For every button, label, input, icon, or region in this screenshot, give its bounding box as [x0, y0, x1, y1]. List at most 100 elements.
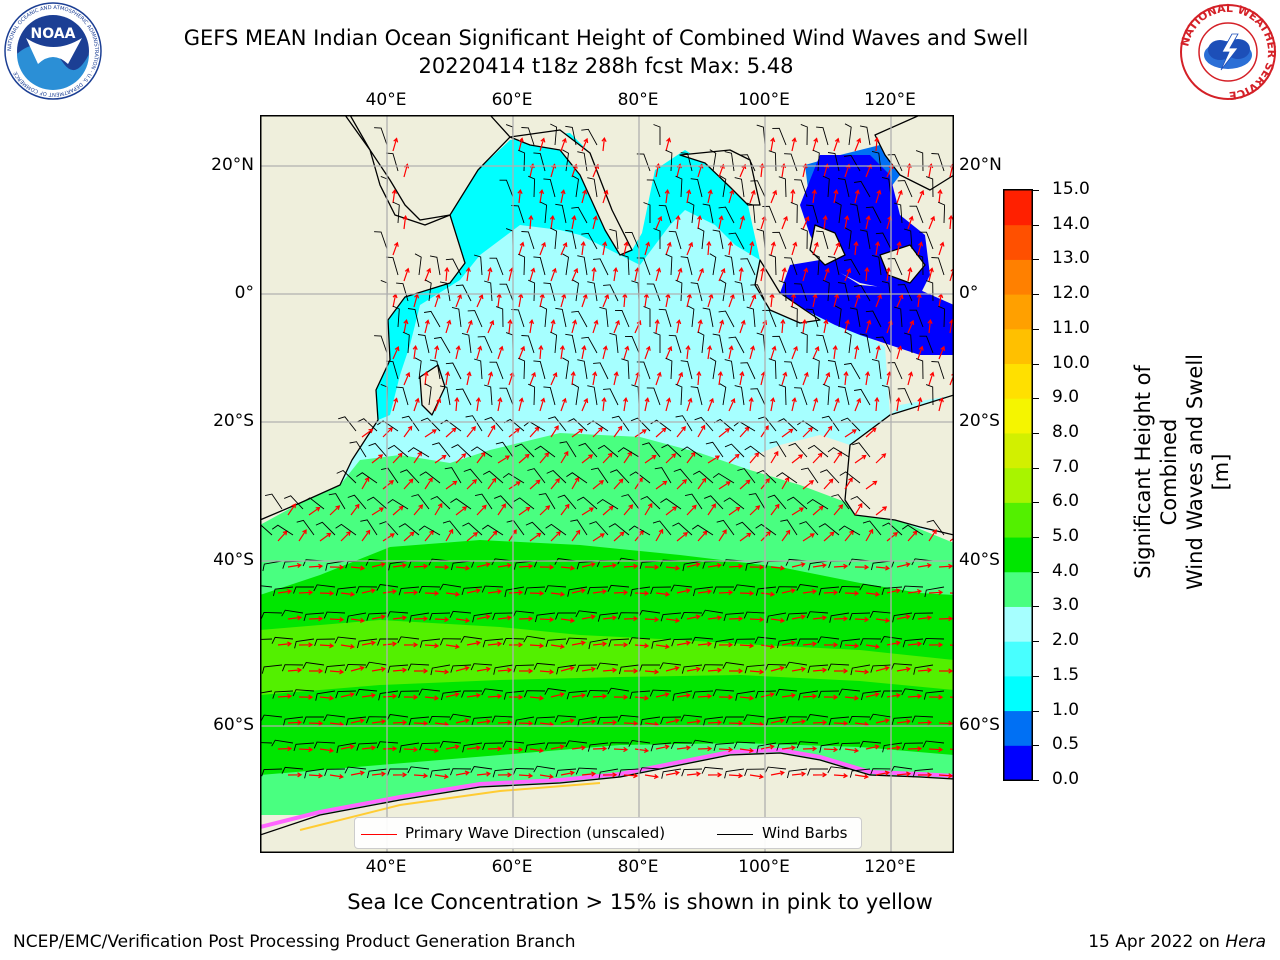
wind-barb: [859, 333, 871, 354]
wave-direction-arrow: [844, 590, 860, 596]
wave-direction-arrow: [665, 770, 680, 776]
wind-barb: [587, 281, 598, 302]
wind-barb: [740, 362, 756, 380]
wave-direction-arrow: [466, 532, 479, 542]
wind-barb: [786, 496, 808, 510]
wave-direction-arrow: [781, 640, 796, 646]
wind-barb: [675, 279, 683, 302]
wave-direction-arrow: [738, 266, 744, 282]
wave-direction-arrow: [571, 529, 581, 542]
wave-direction-arrow: [592, 693, 608, 699]
wind-barb: [533, 662, 556, 670]
wave-direction-arrow: [696, 370, 702, 386]
wind-barb: [816, 334, 829, 354]
wind-barb: [806, 611, 829, 619]
wind-barb: [315, 521, 336, 536]
wave-height-map: [260, 115, 954, 853]
wave-direction-arrow: [403, 319, 409, 334]
colorbar-tick-mark: [1033, 398, 1039, 400]
wave-direction-arrow: [917, 397, 923, 412]
wave-direction-arrow: [781, 529, 791, 542]
wind-barb: [521, 127, 535, 146]
wave-direction-arrow: [298, 529, 307, 542]
wave-direction-arrow: [571, 745, 587, 751]
wind-barb: [419, 471, 441, 484]
wind-barb: [735, 690, 756, 701]
wind-barb: [860, 690, 882, 701]
wind-barb: [281, 766, 304, 774]
wind-barb: [849, 203, 861, 224]
wave-direction-arrow: [392, 241, 399, 256]
wind-barb: [272, 690, 294, 699]
wave-direction-arrow: [371, 614, 386, 620]
x-tick-top: 60°E: [491, 90, 533, 110]
wave-direction-arrow: [676, 371, 684, 386]
graticule: [260, 115, 954, 853]
wind-barb: [589, 521, 609, 536]
wave-direction-arrow: [455, 718, 470, 724]
wave-direction-arrow: [592, 589, 608, 595]
wave-direction-arrow: [391, 188, 397, 204]
wave-direction-arrow: [423, 370, 429, 386]
wave-direction-arrow: [718, 215, 724, 230]
wind-barb: [827, 766, 850, 774]
wave-direction-arrow: [760, 267, 766, 282]
wave-direction-arrow: [592, 480, 605, 490]
wind-barb: [764, 663, 787, 671]
wave-direction-arrow: [749, 774, 764, 780]
wave-direction-arrow: [791, 241, 798, 256]
wind-barb: [313, 584, 336, 592]
wind-barb: [463, 468, 483, 484]
wave-direction-arrow: [476, 666, 491, 672]
wind-barb: [777, 418, 798, 432]
wave-direction-arrow: [581, 719, 597, 725]
wave-direction-arrow: [676, 532, 689, 542]
wind-barb: [617, 612, 640, 620]
wind-barb: [691, 739, 714, 747]
wind-barb: [566, 690, 588, 700]
wave-direction-arrow: [361, 640, 376, 646]
wind-barb: [396, 386, 409, 406]
wave-direction-arrow: [392, 667, 408, 673]
wind-barb: [557, 494, 577, 510]
wave-direction-arrow: [781, 215, 788, 230]
wave-direction-arrow: [791, 771, 807, 777]
wind-barb: [387, 768, 408, 776]
wind-barb: [439, 583, 462, 591]
wave-direction-arrow: [634, 747, 650, 753]
wind-barb: [418, 525, 441, 536]
wave-direction-arrow: [644, 241, 651, 256]
wave-direction-arrow: [434, 345, 440, 360]
colorbar-tick-mark: [1033, 675, 1039, 677]
wave-direction-arrow: [697, 746, 713, 752]
wave-direction-arrow: [781, 692, 796, 698]
wind-barb: [850, 664, 871, 676]
wind-barb: [439, 281, 451, 302]
wave-direction-arrow: [560, 450, 569, 464]
x-tick-bottom: 100°E: [738, 857, 790, 877]
wind-barb: [660, 498, 682, 510]
wind-barb: [768, 254, 777, 276]
wave-direction-arrow: [875, 770, 890, 776]
wind-barb: [755, 523, 777, 536]
wind-barb: [314, 638, 336, 647]
wind-barb: [347, 494, 367, 510]
wave-direction-arrow: [424, 590, 440, 596]
wave-direction-arrow: [676, 588, 691, 594]
wave-direction-arrow: [340, 591, 356, 597]
wind-barb: [820, 469, 840, 484]
wind-barb: [887, 258, 903, 276]
wave-direction-arrow: [927, 318, 933, 334]
wave-direction-arrow: [518, 506, 531, 516]
wind-barb: [800, 227, 808, 250]
wave-direction-arrow: [465, 266, 471, 282]
wind-barb: [716, 519, 735, 536]
wave-direction-arrow: [875, 293, 882, 308]
wave-direction-arrow: [833, 720, 849, 726]
wave-direction-arrow: [770, 503, 780, 516]
wind-barb: [697, 227, 705, 250]
x-tick-bottom: 60°E: [491, 857, 533, 877]
wind-barb: [424, 279, 432, 302]
wave-direction-arrow: [623, 241, 629, 256]
wind-barb: [650, 419, 672, 432]
